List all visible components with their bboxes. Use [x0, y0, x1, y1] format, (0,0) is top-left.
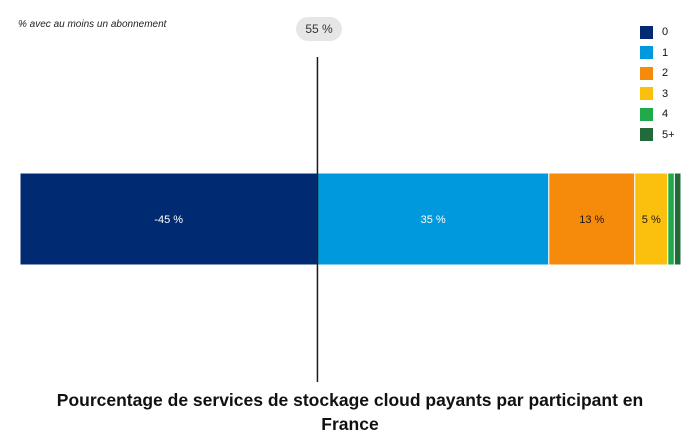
bar-segment-1: [316, 172, 550, 266]
legend-item: 4: [640, 104, 675, 125]
legend-label: 5+: [662, 128, 675, 141]
data-label-0: -45 %: [154, 214, 183, 226]
chart-title: Pourcentage de services de stockage clou…: [56, 390, 644, 434]
legend-swatch: [640, 87, 653, 101]
legend-item: 0: [640, 22, 675, 43]
reference-pill: 55 %: [296, 17, 342, 41]
bar-segment-2: [548, 172, 636, 266]
data-label-1: 35 %: [421, 214, 446, 226]
legend-label: 4: [662, 108, 669, 121]
legend-swatch: [640, 25, 653, 39]
bar-segment-0: [19, 172, 318, 266]
bar-segment-4: [667, 172, 675, 266]
legend-swatch: [640, 46, 653, 60]
chart-subtitle: % avec au moins un abonnement: [18, 19, 167, 30]
legend-label: 0: [662, 26, 669, 39]
data-label-3: 5 %: [642, 214, 661, 226]
legend-label: 1: [662, 46, 669, 59]
legend-item: 2: [640, 63, 675, 84]
bars-group: -45 % 35 % 13 % 5 %: [19, 172, 682, 266]
legend-item: 1: [640, 43, 675, 64]
legend-swatch: [640, 66, 653, 80]
legend-swatch: [640, 128, 653, 142]
legend-item: 5+: [640, 125, 675, 146]
bar-segment-5plus: [673, 172, 682, 266]
legend: 0 1 2 3 4 5+: [640, 22, 675, 145]
legend-swatch: [640, 107, 653, 121]
legend-label: 2: [662, 67, 669, 80]
legend-item: 3: [640, 84, 675, 105]
legend-label: 3: [662, 87, 669, 100]
data-label-2: 13 %: [579, 214, 604, 226]
